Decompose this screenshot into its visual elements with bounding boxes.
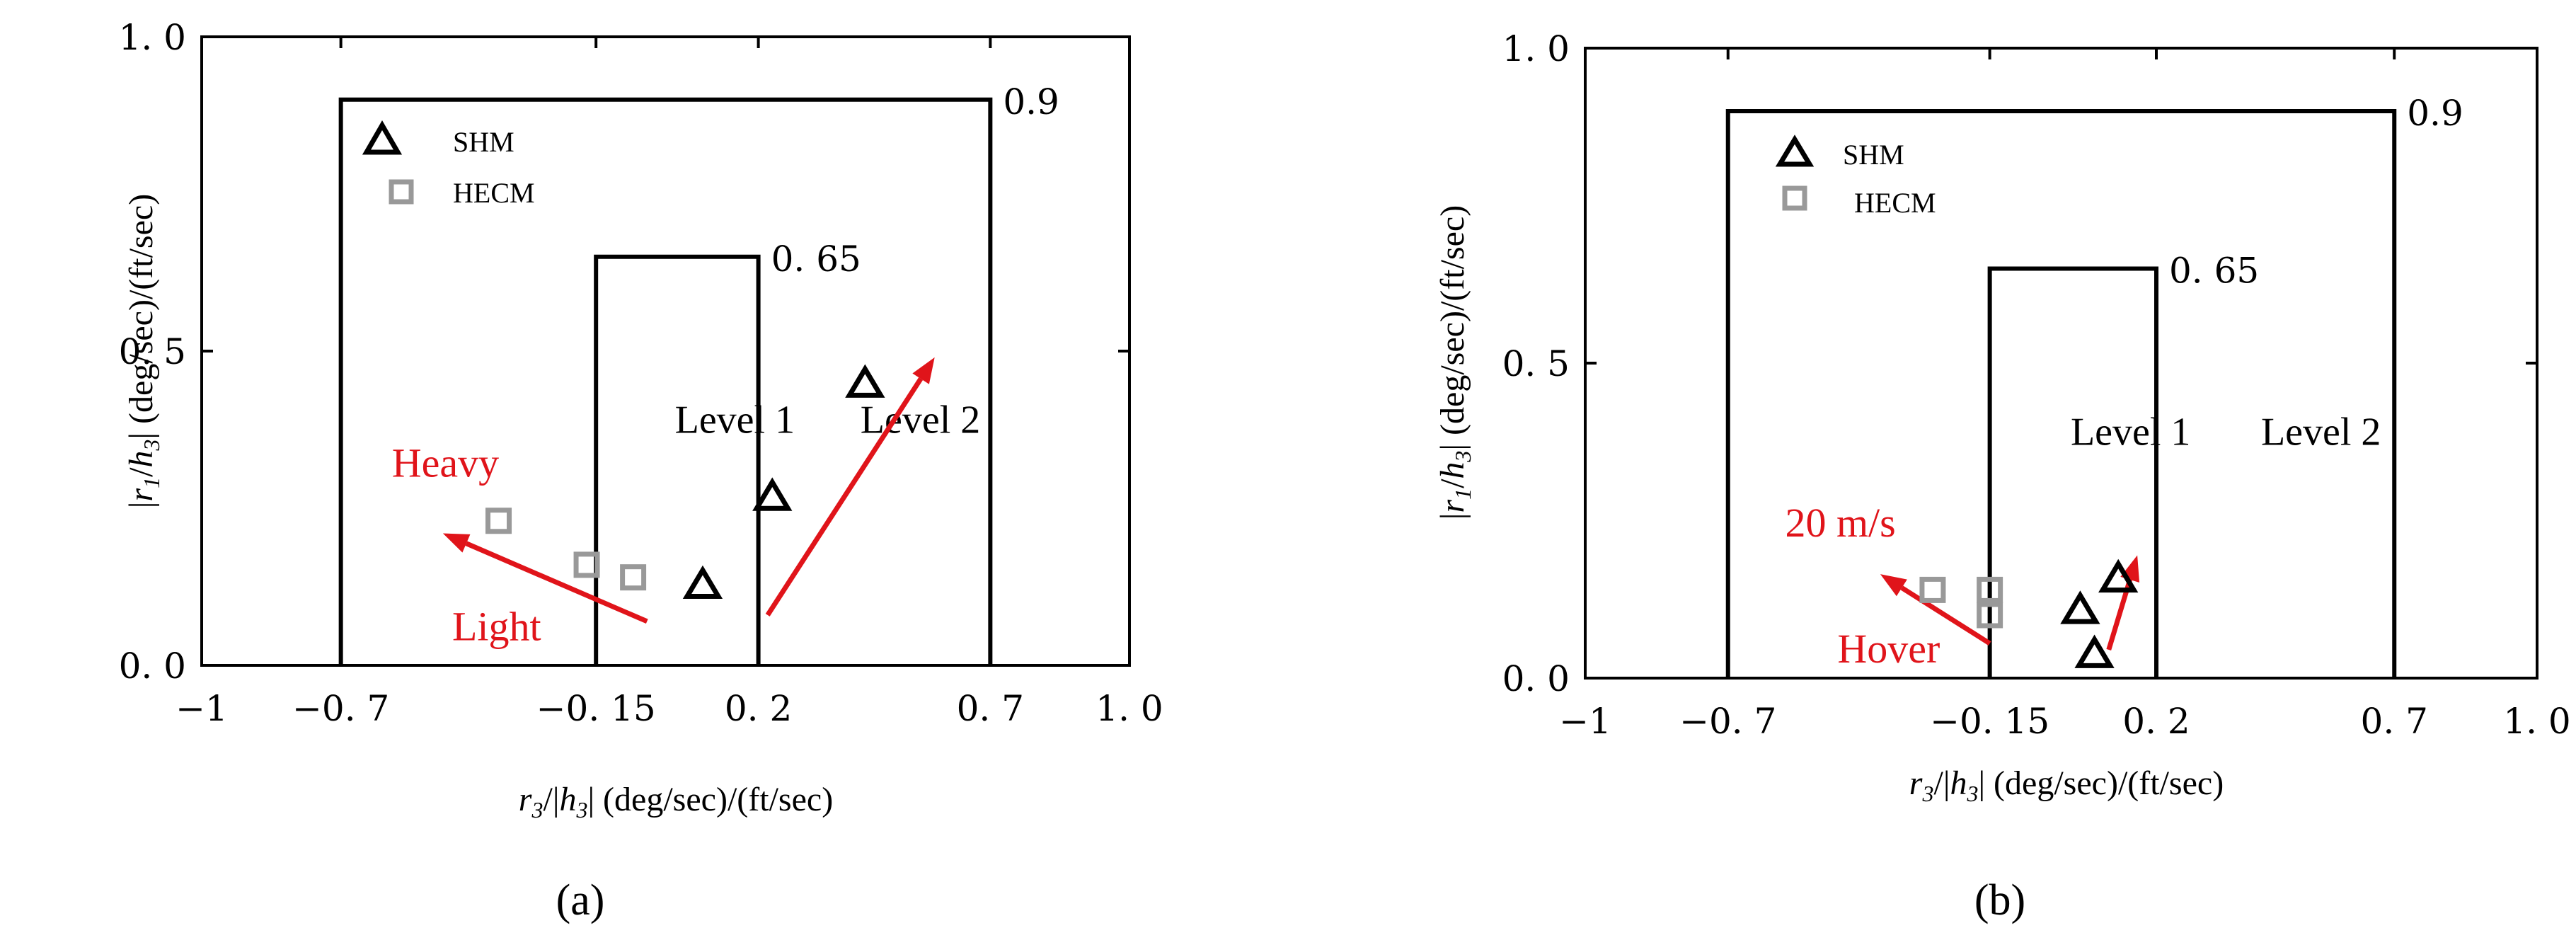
x-tick-label: −1 xyxy=(176,688,228,729)
annotation-label: 20 m/s xyxy=(1785,500,1895,546)
y-axis-label: |r1/h3| (deg/sec)/(ft/sec) xyxy=(122,194,164,508)
legend-shm-label: SHM xyxy=(453,126,514,158)
boundary-label: 0. 65 xyxy=(771,239,861,280)
hecm-point xyxy=(1977,576,2003,603)
legend-hecm-marker xyxy=(389,179,414,205)
hecm-point xyxy=(573,551,600,578)
legend: SHM HECM xyxy=(1775,134,1936,219)
legend-shm-marker xyxy=(1775,134,1815,167)
x-tick-label: −0. 15 xyxy=(1930,701,2049,742)
boundary-label: 0. 65 xyxy=(2169,251,2259,292)
arrow-head xyxy=(442,533,471,553)
level-boundary xyxy=(1987,266,2158,678)
y-tick-label: 0. 5 xyxy=(1502,343,1570,384)
hecm-point xyxy=(1919,576,1946,603)
hecm-point xyxy=(485,508,512,534)
boundary-label: 0.9 xyxy=(2407,93,2463,134)
x-tick-label: 0. 2 xyxy=(2122,701,2190,742)
shm-point xyxy=(682,565,723,600)
x-axis-label: r3/|h3| (deg/sec)/(ft/sec) xyxy=(519,781,833,822)
region-label: Level 1 xyxy=(675,398,795,442)
legend-hecm-marker xyxy=(1782,185,1807,211)
y-tick-label: 0. 0 xyxy=(1502,658,1570,699)
arrow-head xyxy=(912,357,935,384)
legend-shm-label: SHM xyxy=(1843,139,1904,171)
region-label: Level 1 xyxy=(2071,411,2190,454)
x-tick-label: 0. 2 xyxy=(725,688,792,729)
shm-point xyxy=(2098,558,2139,593)
x-tick-label: −0. 7 xyxy=(292,688,389,729)
x-tick-label: −0. 15 xyxy=(536,688,656,729)
trend-arrow xyxy=(765,377,924,617)
x-tick-label: 1. 0 xyxy=(1096,688,1163,729)
x-tick-label: 1. 0 xyxy=(2503,701,2570,742)
x-tick-label: 0. 7 xyxy=(957,688,1024,729)
legend-hecm-label: HECM xyxy=(453,177,535,209)
y-tick-label: 0. 0 xyxy=(119,646,186,687)
trend-arrow xyxy=(465,541,648,624)
y-tick-label: 1. 0 xyxy=(119,17,186,58)
panel-a: −1 −0. 7 −0. 15 0. 2 0. 7 1. 0 0. 0 0. 5 1. 0 0… xyxy=(119,17,1163,924)
x-axis-label: r3/|h3| (deg/sec)/(ft/sec) xyxy=(1909,764,2224,806)
legend-hecm-label: HECM xyxy=(1854,187,1936,219)
y-axis-label: |r1/h3| (deg/sec)/(ft/sec) xyxy=(1434,205,1476,520)
x-tick-label: −0. 7 xyxy=(1679,701,1776,742)
legend-shm-marker xyxy=(362,120,403,155)
shm-point xyxy=(2060,590,2100,624)
y-tick-label: 1. 0 xyxy=(1502,28,1570,69)
region-label: Level 2 xyxy=(2261,411,2381,454)
level-boundary xyxy=(594,254,761,665)
x-tick-label: −1 xyxy=(1559,701,1611,742)
level-boundary xyxy=(338,97,993,665)
shm-point xyxy=(752,477,793,511)
shm-point xyxy=(2074,634,2115,668)
y-tick-label: 0. 5 xyxy=(119,331,186,372)
boundary-label: 0.9 xyxy=(1003,81,1059,122)
hecm-point xyxy=(1977,602,2003,629)
level-boundary xyxy=(1725,109,2397,678)
hecm-point xyxy=(620,564,647,591)
panel-b: −1 −0. 7 −0. 15 0. 2 0. 7 1. 0 0. 0 0. 5 1. 0 0… xyxy=(1434,28,2571,924)
annotation-label: Heavy xyxy=(392,440,499,486)
region-label: Level 2 xyxy=(861,398,980,442)
annotation-label: Hover xyxy=(1837,626,1940,672)
panel-label-a: (a) xyxy=(556,876,605,924)
panel-label-b: (b) xyxy=(1974,876,2025,924)
shm-point xyxy=(845,364,885,398)
legend: SHM HECM xyxy=(362,120,535,209)
x-tick-label: 0. 7 xyxy=(2361,701,2428,742)
annotation-label: Light xyxy=(452,603,541,649)
arrow-head xyxy=(1880,574,1907,597)
trend-arrow xyxy=(1900,585,1991,646)
